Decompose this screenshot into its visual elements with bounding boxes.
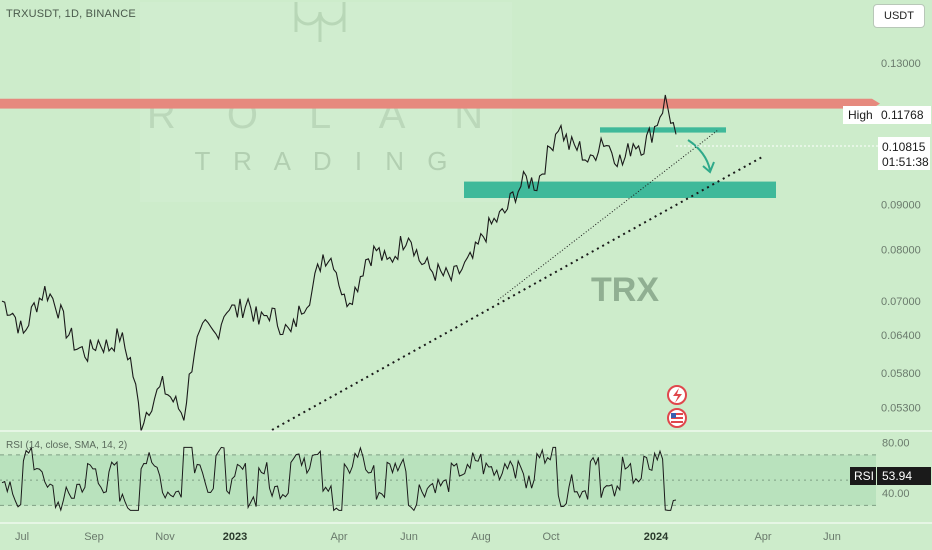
time-tick-label: 2024 — [644, 531, 669, 543]
high-label: High 0.11768 — [843, 106, 931, 124]
support-zone[interactable] — [464, 181, 776, 199]
time-tick-label: Aug — [471, 531, 491, 543]
currency-button[interactable]: USDT — [873, 4, 925, 28]
trendline-upper[interactable] — [497, 129, 719, 301]
price-line — [1, 94, 677, 432]
price-tick-label: 0.13000 — [881, 58, 921, 70]
countdown-timer: 01:51:38 — [882, 155, 929, 169]
time-tick-label: Oct — [542, 531, 559, 543]
us-flag-event-icon[interactable] — [667, 408, 687, 428]
time-axis[interactable]: Jul Sep Nov 2023 Apr Jun Aug Oct 2024 Apr Jun — [15, 531, 841, 543]
rsi-current-value: 53.94 — [882, 469, 912, 483]
ticker-overlay: TRX — [591, 271, 659, 309]
time-tick-label: Jun — [400, 531, 418, 543]
rsi-tick-label: 40.00 — [882, 488, 910, 500]
trendline-lower[interactable] — [271, 155, 765, 431]
price-tick-label: 0.05300 — [881, 403, 921, 415]
price-tick-label: 0.07000 — [881, 296, 921, 308]
projection-arrowhead-icon — [702, 161, 715, 174]
high-label-text: High — [848, 108, 873, 122]
high-value: 0.11768 — [881, 108, 924, 122]
projection-arrow-icon — [687, 139, 711, 171]
range-top-zone[interactable] — [600, 127, 726, 133]
time-tick-label: Nov — [155, 531, 175, 543]
price-tick-label: 0.05800 — [881, 368, 921, 380]
price-axis[interactable]: 0.05300 0.05800 0.06400 0.07000 0.08000 0.090… — [881, 58, 921, 414]
price-tick-label: 0.09000 — [881, 199, 921, 211]
symbol-label[interactable]: TRXUSDT, 1D, BINANCE — [6, 8, 136, 20]
rsi-value-tag: RSI 53.94 — [850, 467, 931, 485]
resistance-zone[interactable] — [0, 98, 872, 109]
time-tick-label: Jun — [823, 531, 841, 543]
price-tick-label: 0.08000 — [881, 245, 921, 257]
time-tick-label: Jul — [15, 531, 29, 543]
rsi-tick-label: 80.00 — [882, 437, 910, 449]
current-price-label: 0.10815 01:51:38 — [878, 137, 930, 170]
time-tick-label: 2023 — [223, 531, 247, 543]
rsi-axis[interactable]: 80.00 40.00 — [882, 437, 910, 499]
time-tick-label: Apr — [330, 531, 347, 543]
time-tick-label: Apr — [754, 531, 771, 543]
rsi-tag-text: RSI — [854, 469, 874, 483]
rsi-line — [1, 445, 677, 512]
watermark-brand-bottom: T R A D I N G — [194, 146, 455, 176]
price-tick-label: 0.06400 — [881, 330, 921, 342]
lightning-event-icon[interactable] — [667, 385, 687, 405]
time-tick-label: Sep — [84, 531, 104, 543]
rsi-indicator-label[interactable]: RSI (14, close, SMA, 14, 2) — [6, 440, 128, 451]
current-price-value: 0.10815 — [882, 140, 926, 154]
